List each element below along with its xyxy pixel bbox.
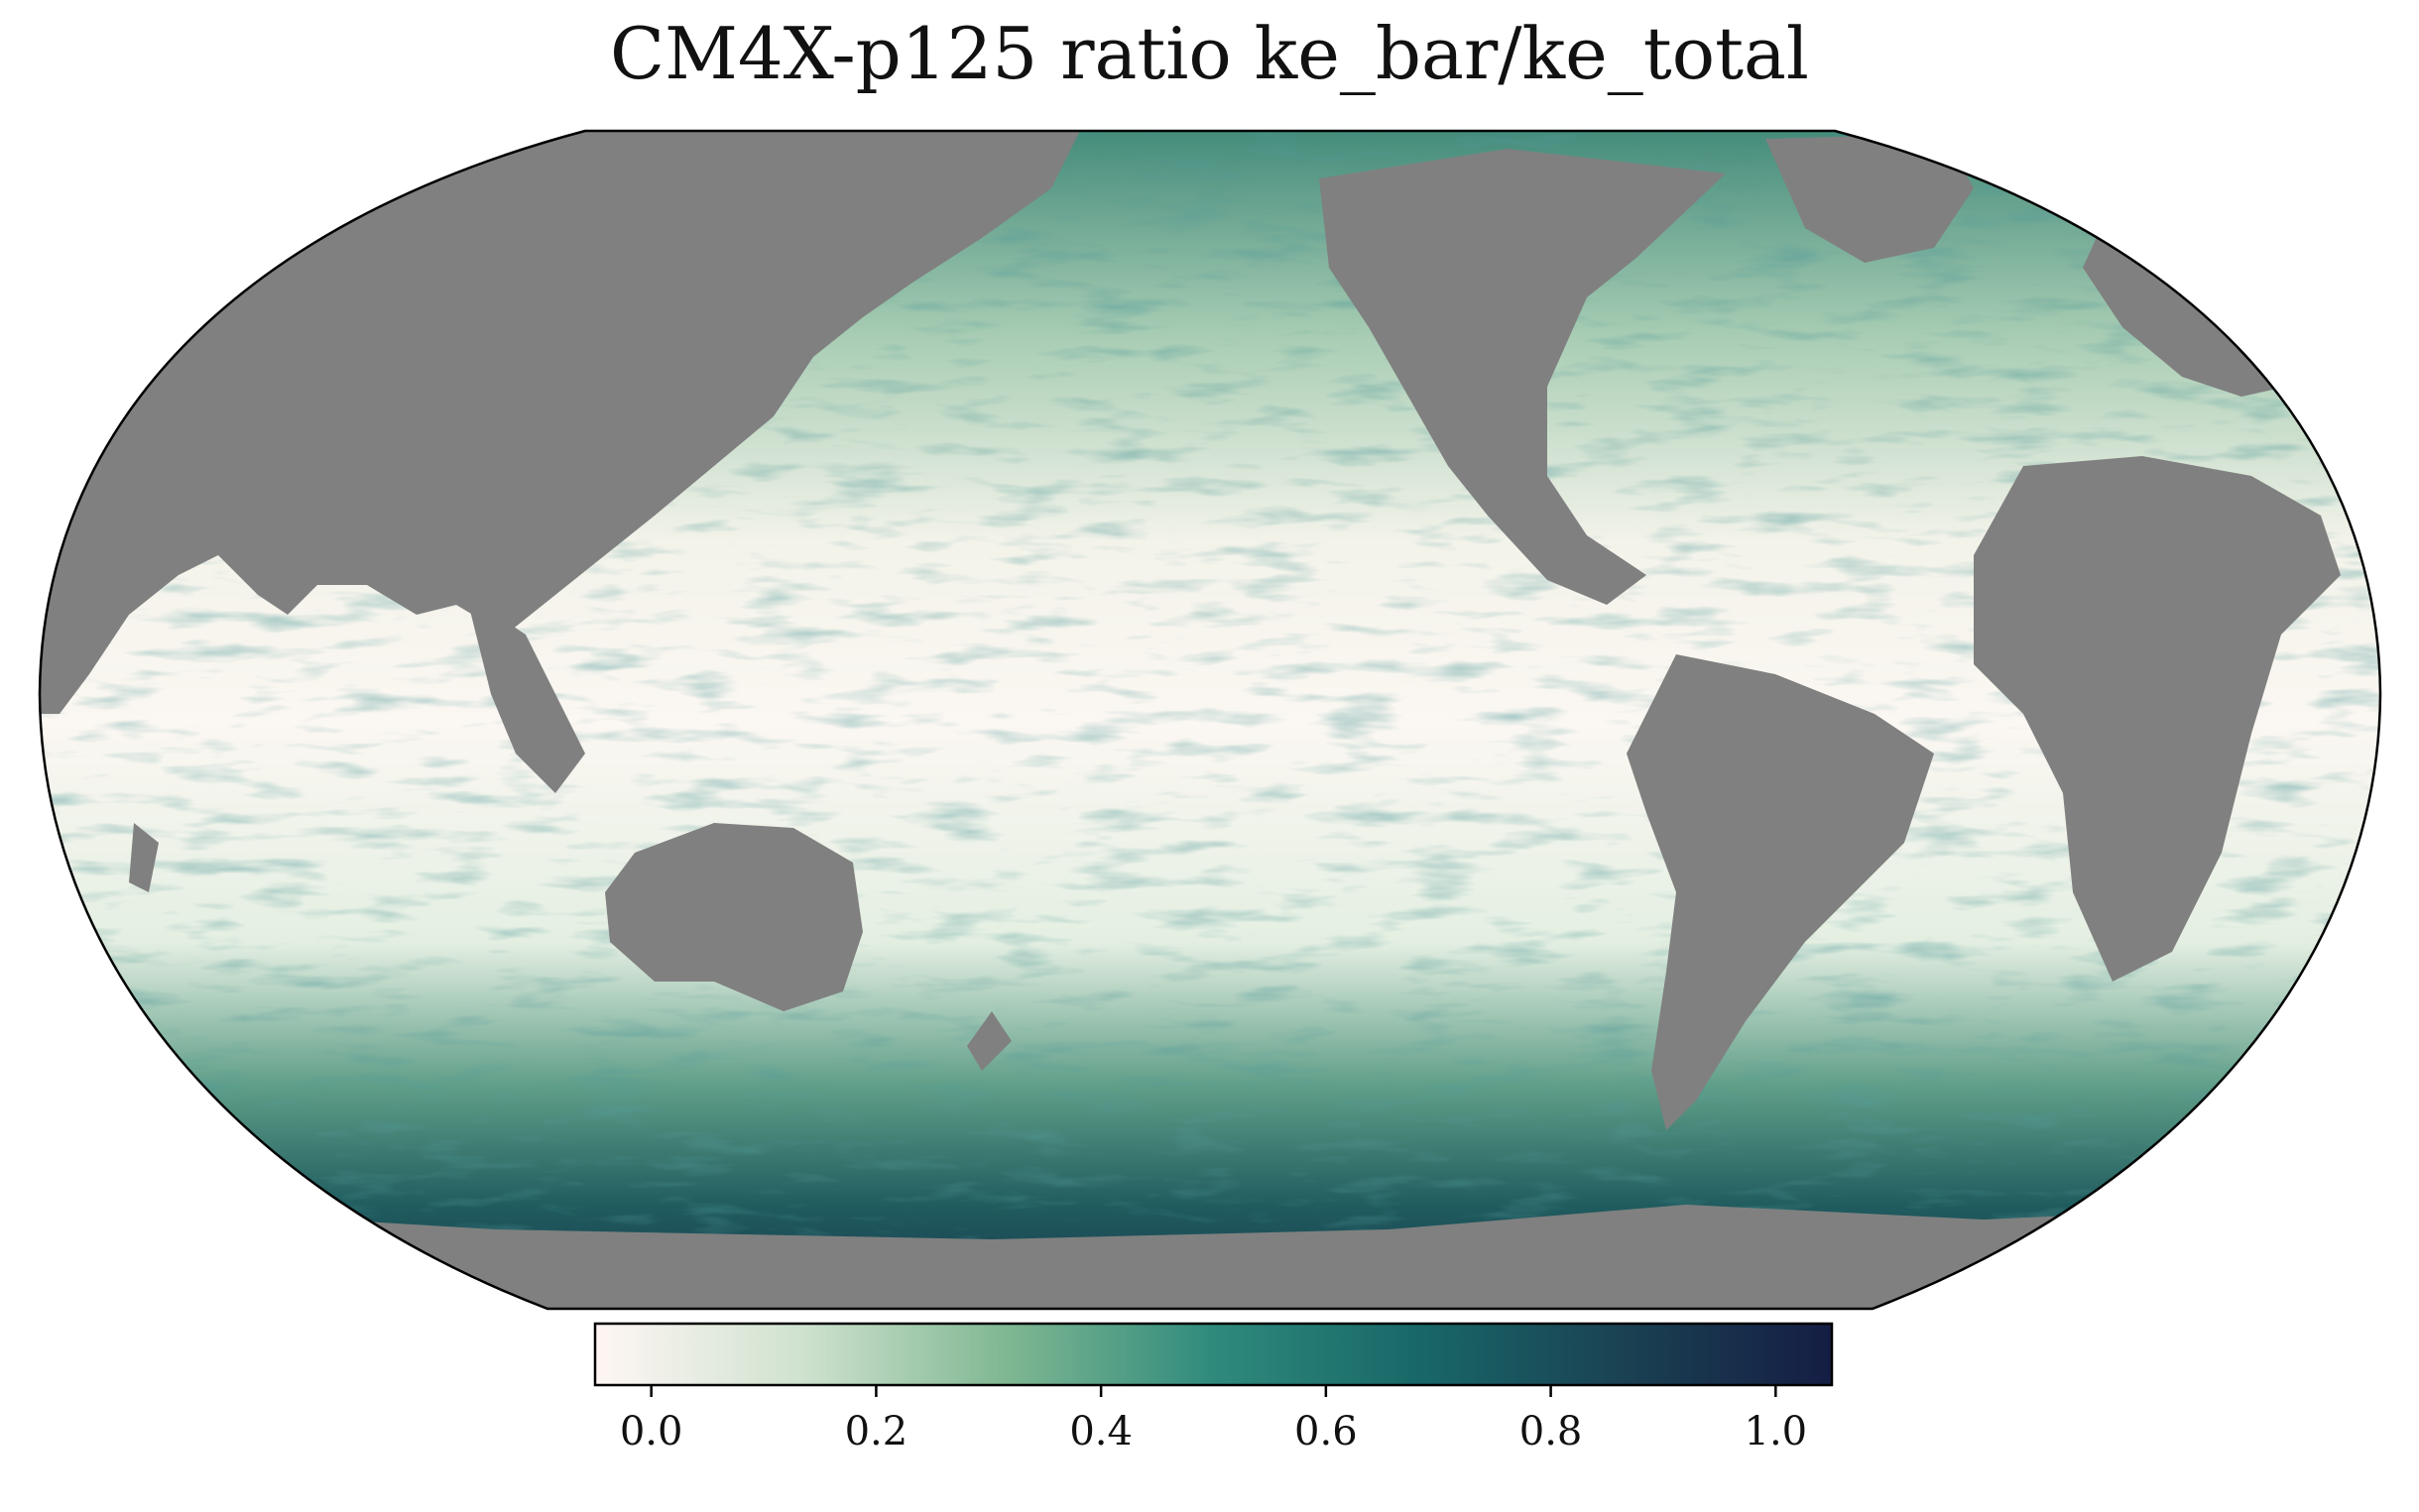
colorbar-tick-label: 0.4 [1069,1409,1133,1454]
land-north-america [1319,149,1726,605]
land-africa [1974,456,2341,982]
colorbar-tick-label: 0.2 [845,1409,908,1454]
colorbar-ticks: 0.0 0.2 0.4 0.6 0.8 1.0 [620,1385,1807,1454]
colorbar-tick-label: 0.8 [1519,1409,1583,1454]
colorbar-fill [595,1324,1832,1385]
land-eurasia [40,131,1081,714]
land-madagascar [129,823,159,892]
land-masses [40,131,2380,1309]
map-outline [38,129,2382,1311]
land-antarctica [40,1200,2380,1309]
land-australia [605,823,863,1011]
land-greenland [1765,134,1974,263]
colorbar: 0.0 0.2 0.4 0.6 0.8 1.0 [593,1322,1834,1454]
map-globe [40,131,2380,1309]
colorbar-frame [593,1322,1834,1387]
land-new-zealand [967,1011,1012,1071]
colorbar-tick-label: 0.0 [620,1409,683,1454]
land-south-america [1627,654,1934,1130]
map-title: CM4X-p125 ratio ke_bar/ke_total [610,12,1809,95]
colorbar-tick-label: 1.0 [1745,1409,1808,1454]
land-indochina [466,595,585,793]
colorbar-tick-label: 0.6 [1294,1409,1358,1454]
